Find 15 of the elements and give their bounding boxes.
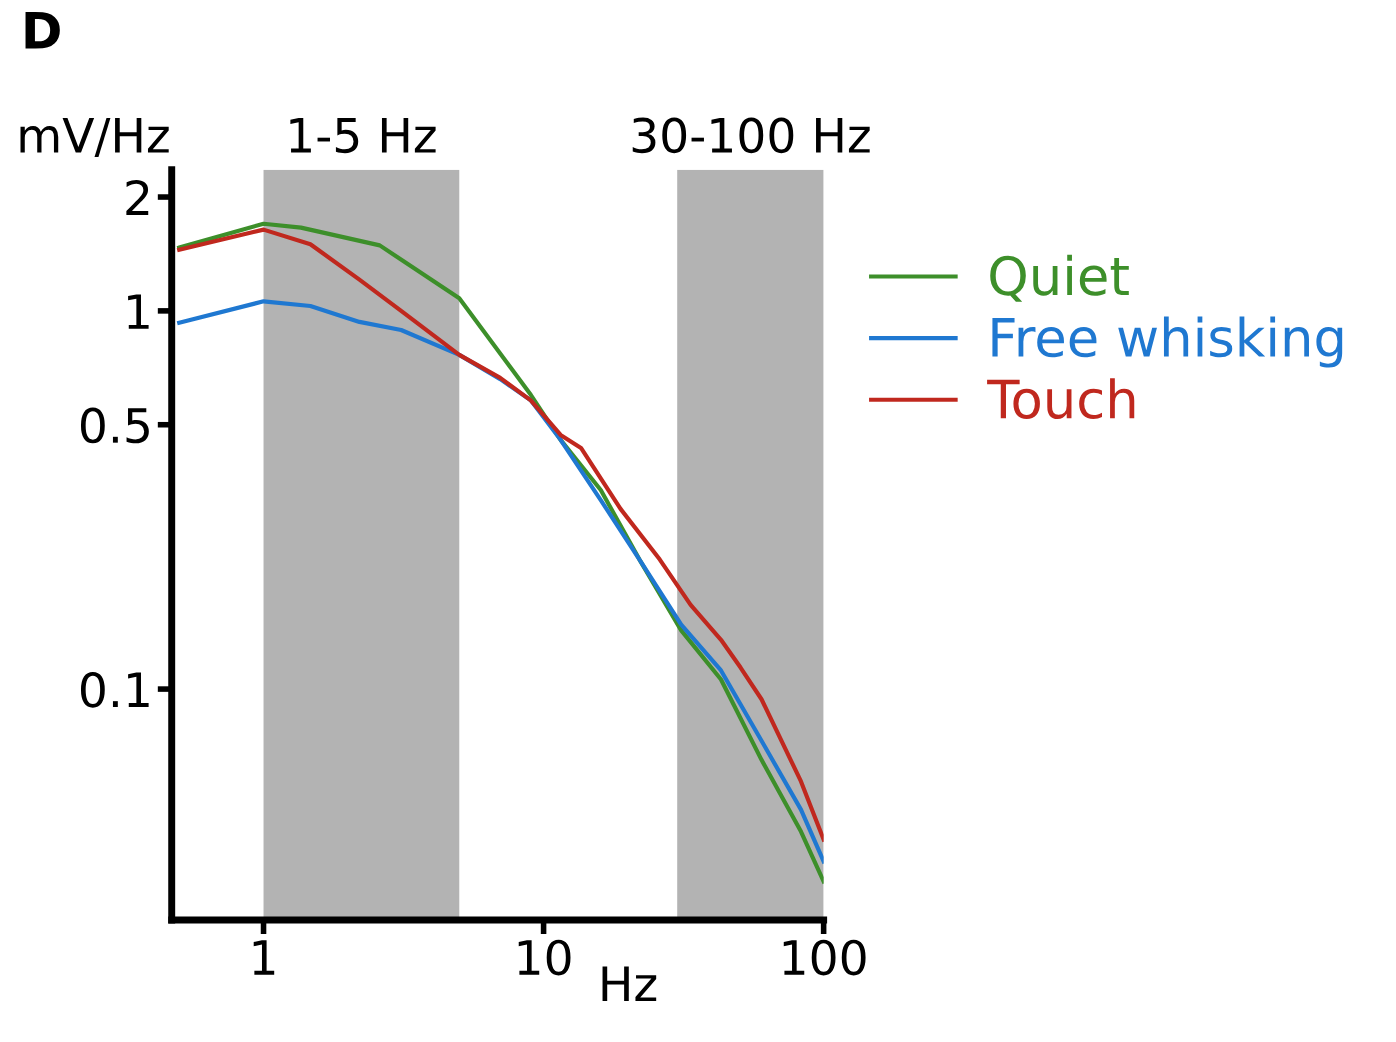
band-label: 30-100 Hz [632, 117, 870, 154]
x-tick-label: 100 [783, 939, 866, 976]
x-axis-title: Hz [602, 966, 657, 1001]
legend-label: Touch [987, 378, 1135, 419]
y-axis-title: mV/Hz [20, 118, 169, 157]
band-label: 1-5 Hz [290, 118, 436, 154]
x-tick-label: 1 [253, 940, 275, 975]
x-tick-label: 10 [518, 939, 571, 976]
y-tick-label: 0.1 [80, 671, 149, 708]
chart-title: D [25, 11, 60, 49]
legend-label: Free whisking [992, 316, 1343, 368]
y-tick-label: 0.5 [80, 407, 149, 444]
y-tick-label: 1 [128, 294, 149, 329]
legend-label: Quiet [990, 254, 1129, 302]
y-tick-label: 2 [126, 179, 149, 215]
